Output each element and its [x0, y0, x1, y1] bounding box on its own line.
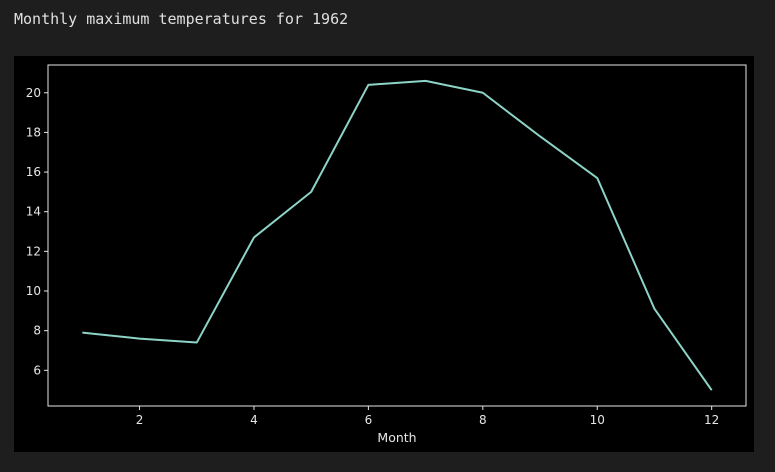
y-axis-ticks: 6 8 10 12 14 16 18 20 — [26, 86, 48, 377]
y-tick-label: 12 — [26, 244, 41, 258]
x-tick-label: 10 — [590, 413, 605, 427]
x-tick-label: 2 — [136, 413, 144, 427]
y-tick-label: 14 — [26, 205, 41, 219]
y-tick-label: 16 — [26, 165, 41, 179]
line-chart: 2 4 6 8 10 12 6 8 10 12 14 16 18 20 Month — [26, 64, 747, 445]
y-tick-label: 10 — [26, 284, 41, 298]
x-axis-ticks: 2 4 6 8 10 12 — [136, 406, 719, 427]
series-line-1 — [82, 79, 713, 391]
output-title: Monthly maximum temperatures for 1962 — [14, 10, 349, 28]
x-tick-label: 4 — [250, 413, 258, 427]
plot-area-frame — [47, 64, 747, 407]
x-tick-label: 8 — [479, 413, 487, 427]
y-tick-label: 8 — [33, 324, 41, 338]
y-tick-label: 20 — [26, 86, 41, 100]
x-tick-label: 12 — [704, 413, 719, 427]
y-tick-label: 18 — [26, 125, 41, 139]
chart-figure: 2 4 6 8 10 12 6 8 10 12 14 16 18 20 Month — [14, 56, 754, 452]
y-tick-label: 6 — [33, 363, 41, 377]
series-layer — [82, 79, 713, 391]
x-axis-label: Month — [377, 430, 416, 445]
x-tick-label: 6 — [365, 413, 373, 427]
